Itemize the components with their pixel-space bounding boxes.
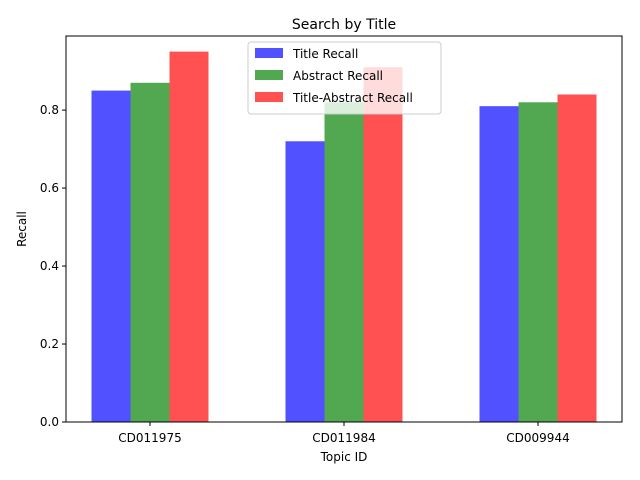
y-tick-label: 0.8 <box>40 103 59 117</box>
bar-title-abstract-recall-cd011975 <box>169 51 209 423</box>
bar-abstract-recall-cd011984 <box>324 102 364 422</box>
bars-group <box>91 51 597 423</box>
legend-label: Abstract Recall <box>293 69 383 83</box>
legend-swatch <box>255 48 283 58</box>
legend-swatch <box>255 92 283 102</box>
bar-title-abstract-recall-cd009944 <box>557 94 597 422</box>
legend-label: Title Recall <box>292 47 358 61</box>
x-tick-label: CD009944 <box>506 431 569 445</box>
x-tick-label: CD011975 <box>118 431 181 445</box>
legend: Title Recall Abstract Recall Title-Abstrac… <box>247 41 442 115</box>
bar-title-recall-cd011975 <box>91 90 131 422</box>
bar-title-abstract-recall-cd011984 <box>363 67 403 422</box>
y-tick-label: 0.6 <box>40 181 59 195</box>
y-axis-label: Recall <box>15 211 29 247</box>
x-axis-label: Topic ID <box>320 450 368 464</box>
x-axis: CD011975 CD011984 CD009944 <box>118 422 570 445</box>
legend-label: Title-Abstract Recall <box>292 91 413 105</box>
bar-abstract-recall-cd009944 <box>518 102 558 422</box>
bar-abstract-recall-cd011975 <box>130 82 170 423</box>
bar-title-recall-cd011984 <box>285 141 325 423</box>
y-tick-label: 0.2 <box>40 337 59 351</box>
y-tick-label: 0.0 <box>40 415 59 429</box>
legend-box <box>247 41 442 115</box>
x-tick-label: CD011984 <box>312 431 375 445</box>
y-tick-label: 0.4 <box>40 259 59 273</box>
bar-title-recall-cd009944 <box>479 106 519 422</box>
y-axis: 0.0 0.2 0.4 0.6 0.8 <box>40 103 66 429</box>
chart-title: Search by Title <box>292 17 396 33</box>
legend-swatch <box>255 70 283 80</box>
